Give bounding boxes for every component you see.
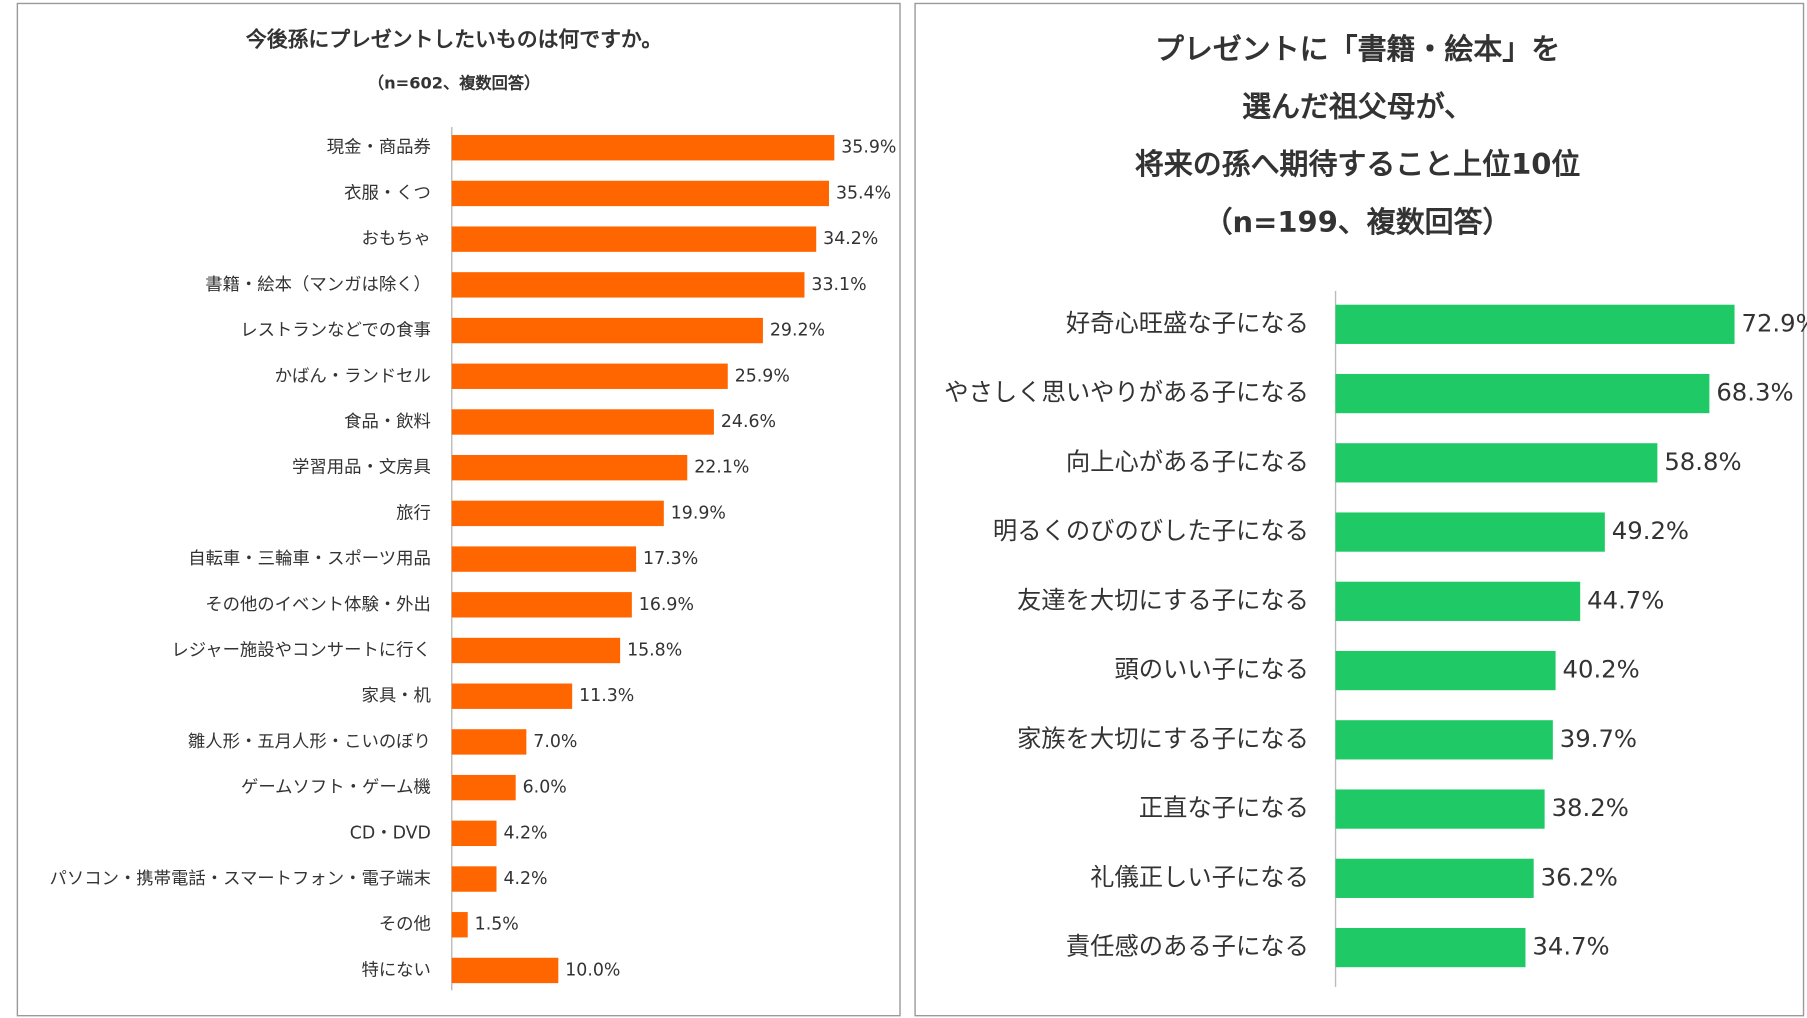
value-label: 7.0% bbox=[533, 732, 577, 752]
bar bbox=[1335, 512, 1605, 552]
chart-title: 選んだ祖父母が、 bbox=[1242, 90, 1473, 124]
category-label: 学習用品・文房具 bbox=[292, 458, 431, 478]
value-label: 1.5% bbox=[475, 915, 519, 935]
category-label: かばん・ランドセル bbox=[275, 366, 431, 386]
value-label: 24.6% bbox=[721, 412, 776, 432]
category-label: レジャー施設やコンサートに行く bbox=[171, 641, 431, 661]
value-label: 29.2% bbox=[770, 321, 825, 341]
bar bbox=[451, 912, 468, 938]
category-label: 自転車・三輪車・スポーツ用品 bbox=[188, 549, 431, 569]
bar bbox=[451, 500, 664, 527]
bar bbox=[451, 409, 714, 435]
bar bbox=[451, 135, 835, 161]
chart-title: 将来の孫へ期待すること上位10位 bbox=[1135, 147, 1581, 181]
category-label: 好奇心旺盛な子になる bbox=[1066, 308, 1309, 337]
value-label: 16.9% bbox=[639, 595, 694, 615]
bar bbox=[451, 454, 688, 481]
value-label: 4.2% bbox=[503, 823, 547, 843]
right-panel-frame bbox=[914, 2, 1805, 1017]
category-label: 特にない bbox=[361, 960, 430, 980]
bar bbox=[1335, 373, 1710, 414]
bar bbox=[451, 363, 728, 389]
category-label: 現金・商品券 bbox=[327, 138, 431, 158]
value-label: 72.9% bbox=[1741, 308, 1807, 337]
value-label: 34.7% bbox=[1532, 932, 1609, 961]
value-label: 39.7% bbox=[1560, 724, 1637, 753]
value-label: 6.0% bbox=[523, 778, 567, 798]
category-label: ゲームソフト・ゲーム機 bbox=[241, 778, 431, 798]
category-label: その他 bbox=[379, 915, 431, 935]
value-label: 15.8% bbox=[627, 641, 682, 661]
value-label: 49.2% bbox=[1612, 516, 1689, 545]
category-label: やさしく思いやりがある子になる bbox=[944, 378, 1309, 407]
category-label: 家族を大切にする子になる bbox=[1017, 724, 1309, 753]
value-label: 35.4% bbox=[836, 183, 891, 203]
category-label: 家具・机 bbox=[361, 686, 430, 706]
value-label: 4.2% bbox=[503, 869, 547, 889]
bar bbox=[451, 272, 805, 298]
value-label: 33.1% bbox=[811, 275, 866, 295]
value-label: 34.2% bbox=[823, 229, 878, 249]
bar bbox=[451, 866, 497, 892]
chart-subtitle: （n=602、複数回答） bbox=[368, 74, 540, 93]
bar bbox=[451, 774, 516, 801]
value-label: 36.2% bbox=[1541, 862, 1618, 891]
bar bbox=[1335, 858, 1534, 898]
chart-subtitle: （n=199、複数回答） bbox=[1204, 205, 1512, 239]
category-label: 旅行 bbox=[396, 503, 431, 523]
value-label: 68.3% bbox=[1716, 378, 1793, 407]
bar bbox=[451, 226, 817, 252]
bar bbox=[451, 592, 632, 618]
value-label: 38.2% bbox=[1552, 793, 1629, 822]
chart-title: プレゼントに「書籍・絵本」を bbox=[1155, 32, 1560, 66]
chart-title: 今後孫にプレゼントしたいものは何ですか。 bbox=[245, 27, 662, 51]
category-label: 正直な子になる bbox=[1139, 793, 1309, 822]
bar bbox=[1335, 720, 1553, 760]
bar bbox=[451, 546, 637, 572]
category-label: 衣服・くつ bbox=[344, 183, 431, 203]
category-label: 頭のいい子になる bbox=[1114, 655, 1308, 684]
bar bbox=[1335, 927, 1526, 968]
value-label: 58.8% bbox=[1664, 447, 1741, 476]
bar bbox=[1335, 650, 1556, 691]
bar bbox=[451, 637, 621, 664]
category-label: 友達を大切にする子になる bbox=[1017, 585, 1309, 614]
bar bbox=[451, 683, 573, 709]
bar bbox=[451, 820, 497, 847]
category-label: 書籍・絵本（マンガは除く） bbox=[205, 275, 431, 295]
category-label: CD・DVD bbox=[350, 823, 431, 843]
value-label: 11.3% bbox=[579, 686, 634, 706]
category-label: 食品・飲料 bbox=[344, 412, 431, 432]
value-label: 22.1% bbox=[694, 458, 749, 478]
bar bbox=[1335, 443, 1658, 483]
value-label: 40.2% bbox=[1563, 655, 1640, 684]
category-label: おもちゃ bbox=[361, 229, 430, 249]
bar bbox=[451, 180, 829, 207]
value-label: 10.0% bbox=[565, 960, 620, 980]
bar bbox=[1335, 581, 1581, 621]
category-label: 礼儀正しい子になる bbox=[1090, 862, 1309, 891]
category-label: パソコン・携帯電話・スマートフォン・電子端末 bbox=[50, 869, 431, 889]
value-label: 44.7% bbox=[1587, 585, 1664, 614]
category-label: 責任感のある子になる bbox=[1066, 932, 1309, 961]
bar bbox=[451, 317, 763, 344]
bar bbox=[1335, 789, 1545, 829]
value-label: 25.9% bbox=[735, 366, 790, 386]
value-label: 35.9% bbox=[841, 138, 896, 158]
category-label: 雛人形・五月人形・こいのぼり bbox=[188, 732, 431, 752]
left-panel-frame bbox=[16, 2, 901, 1017]
category-label: 明るくのびのびした子になる bbox=[993, 516, 1309, 545]
category-label: その他のイベント体験・外出 bbox=[205, 595, 431, 615]
category-label: 向上心がある子になる bbox=[1066, 447, 1309, 476]
bar bbox=[451, 957, 559, 984]
value-label: 17.3% bbox=[643, 549, 698, 569]
bar bbox=[1335, 304, 1735, 344]
category-label: レストランなどでの食事 bbox=[240, 321, 431, 341]
bar bbox=[451, 729, 527, 755]
value-label: 19.9% bbox=[671, 503, 726, 523]
